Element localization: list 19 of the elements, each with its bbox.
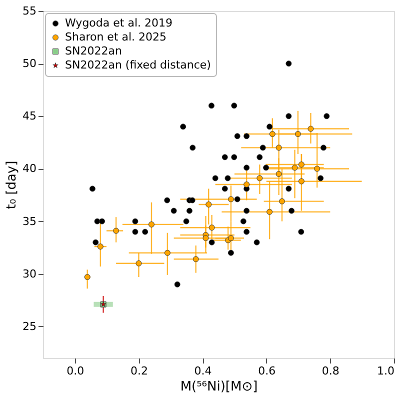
legend-label: Sharon et al. 2025: [65, 30, 167, 44]
y-tick-label: 35: [22, 214, 36, 228]
legend-label: Wygoda et al. 2019: [65, 16, 172, 30]
x-tick-label: 0.8: [322, 364, 340, 378]
x-tick-label: 0.6: [258, 364, 276, 378]
y-tick-label: 50: [22, 57, 36, 70]
x-axis-title: M(⁵⁶Ni)[M⊙]: [180, 380, 258, 394]
y-tick-label: 55: [22, 4, 36, 18]
y-tick-label: 45: [22, 110, 36, 123]
y-tick-label: 30: [22, 267, 36, 280]
x-tick-label: 0.4: [194, 364, 212, 378]
x-tick-label: 1.0: [377, 364, 394, 378]
legend-label: SN2022an: [65, 44, 122, 58]
x-tick-label: 0.0: [66, 364, 84, 378]
legend-label: SN2022an (fixed distance): [65, 58, 211, 72]
y-tick-label: 25: [22, 320, 36, 333]
y-tick-label: 40: [22, 162, 36, 176]
x-tick-label: 0.2: [130, 364, 148, 378]
y-axis-title: t₀ [day]: [4, 160, 20, 210]
